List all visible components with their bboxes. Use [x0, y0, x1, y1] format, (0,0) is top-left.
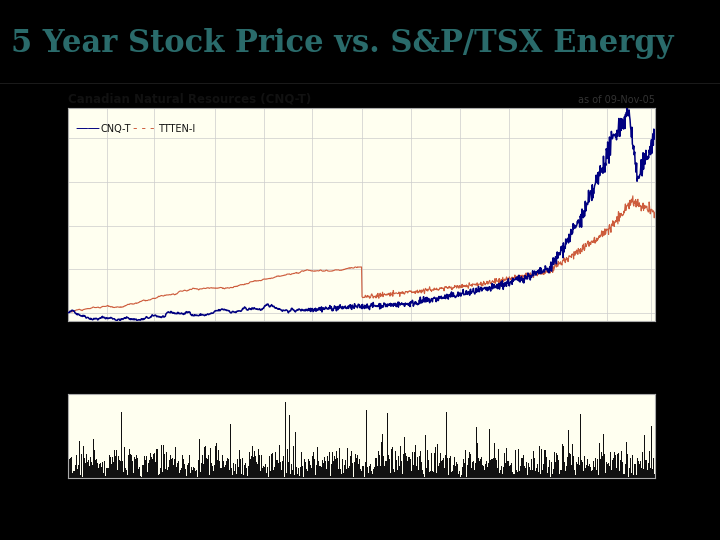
Text: Canadian Natural Resources (CNQ-T): Canadian Natural Resources (CNQ-T) [68, 92, 312, 105]
Text: TTTEN-I: TTTEN-I [158, 124, 196, 133]
Text: 5 Year Stock Price vs. S&P/TSX Energy: 5 Year Stock Price vs. S&P/TSX Energy [11, 28, 673, 59]
Text: as of 09-Nov-05: as of 09-Nov-05 [578, 95, 655, 105]
Text: - - -: - - - [133, 122, 155, 135]
Text: ——: —— [76, 122, 101, 135]
Y-axis label: Change (%): Change (%) [11, 184, 21, 245]
Text: CNQ-T: CNQ-T [101, 124, 131, 133]
Y-axis label: Volume (mil.): Volume (mil.) [35, 406, 43, 466]
